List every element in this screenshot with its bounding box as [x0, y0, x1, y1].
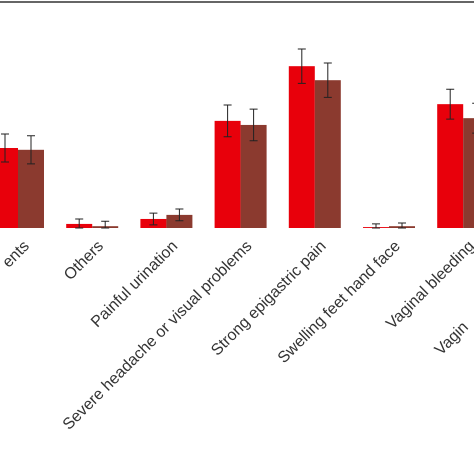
x-tick-label: Others	[61, 238, 107, 284]
error-bar	[175, 208, 184, 222]
error-bar	[249, 108, 258, 142]
bar	[240, 124, 267, 228]
bar	[0, 147, 18, 228]
x-tick-label: Vagin	[432, 319, 472, 359]
x-tick-label: Swelling feet hand face	[275, 238, 404, 367]
bar	[437, 104, 464, 228]
x-tick-label: ents	[0, 238, 33, 271]
error-bar	[223, 104, 232, 138]
error-bar	[297, 48, 306, 84]
error-bar	[75, 218, 84, 229]
bar	[314, 80, 341, 228]
bar	[214, 120, 241, 228]
error-bar	[149, 212, 158, 226]
error-bar	[1, 133, 9, 163]
error-bar	[27, 135, 35, 165]
error-bar	[446, 88, 455, 120]
error-bar	[323, 62, 332, 98]
error-bar	[398, 222, 406, 229]
error-bar	[372, 223, 380, 229]
bar	[166, 214, 193, 228]
bar	[288, 66, 315, 229]
bar	[463, 118, 474, 228]
error-bar	[101, 220, 110, 229]
